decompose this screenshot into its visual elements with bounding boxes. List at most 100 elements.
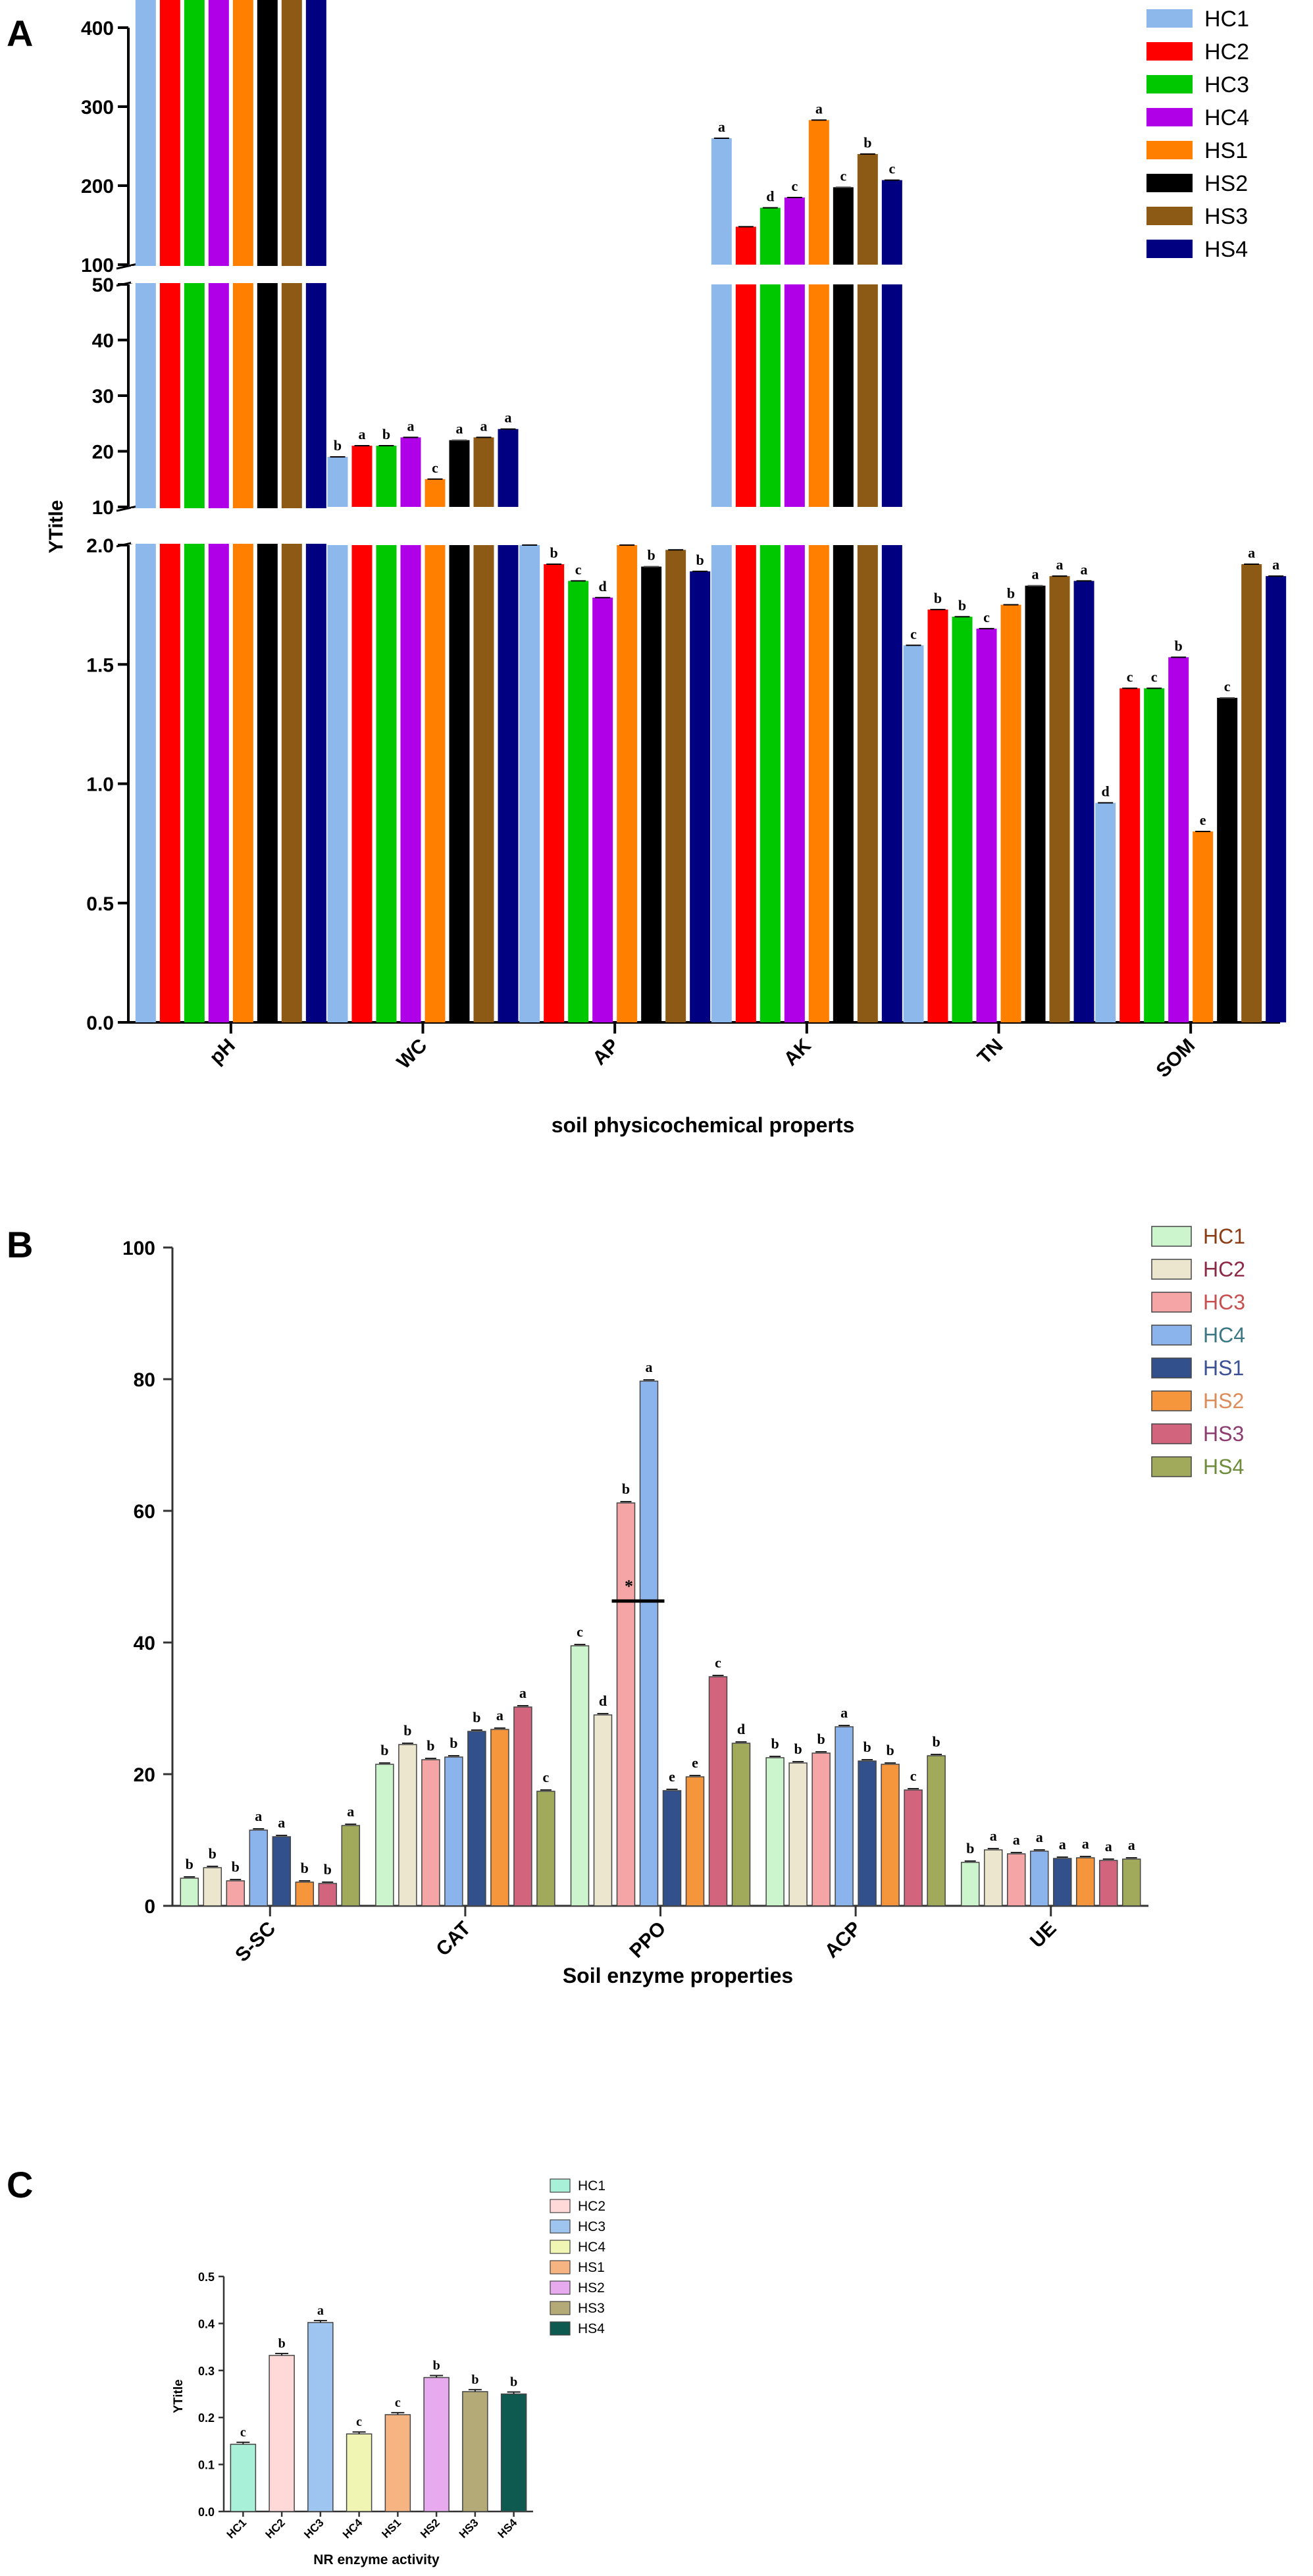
significance-letter: b xyxy=(232,1858,240,1875)
bar-hc1-acp xyxy=(765,1757,785,1906)
legend-label: HC3 xyxy=(1203,1290,1245,1314)
significance-letter: b xyxy=(934,590,942,606)
legend-item-hc3: HC3 xyxy=(1151,1290,1245,1314)
legend-label: HC1 xyxy=(1203,1224,1245,1248)
x-tick-label-hc3: HC3 xyxy=(301,2516,326,2540)
significance-letter: d xyxy=(599,1693,607,1709)
bar-segment xyxy=(759,207,781,265)
panel-letter-b: B xyxy=(7,1224,33,1265)
significance-letter: b xyxy=(324,1861,332,1878)
bar-segment xyxy=(425,479,446,507)
significance-letter: b xyxy=(622,1481,630,1497)
significance-letter: a xyxy=(347,1803,354,1820)
bar-segment xyxy=(808,120,829,265)
y-tick-label: 100 xyxy=(81,255,114,276)
y-tick-label: 0.3 xyxy=(198,2365,215,2378)
bar-hc4-som xyxy=(1168,656,1189,1022)
bar-segment xyxy=(881,284,902,507)
legend-label: HC2 xyxy=(578,2199,605,2214)
bar-hs3 xyxy=(462,2391,488,2512)
bar-hc2 xyxy=(269,2355,295,2512)
bar-hc4-ak xyxy=(784,197,805,1022)
bar-hc4 xyxy=(346,2433,373,2512)
significance-letter: a xyxy=(1081,561,1088,577)
bar-hs1-cat xyxy=(467,1731,486,1906)
legend-label: HC1 xyxy=(578,2178,605,2194)
x-tick-label-ppo: PPO xyxy=(625,1918,670,1962)
axis-break-gap xyxy=(131,508,1283,544)
significance-letter: b xyxy=(794,1741,802,1757)
significance-letter: b xyxy=(958,597,966,614)
bar-segment xyxy=(400,437,421,507)
bar-hc2-ppo xyxy=(593,1714,613,1906)
significance-letter: b xyxy=(550,544,558,561)
significance-letter: e xyxy=(692,1754,698,1771)
significance-letter: b xyxy=(510,2375,517,2390)
bar-segment xyxy=(711,545,732,1022)
bar-hs2-acp xyxy=(881,1764,900,1906)
x-tick-label-hs2: HS2 xyxy=(418,2516,442,2540)
legend-swatch xyxy=(550,2280,571,2295)
bar-hc1-wc xyxy=(327,456,348,1022)
bar-hc4-ue xyxy=(1029,1851,1049,1906)
bar-segment xyxy=(857,545,878,1022)
bar-hs4-ppo xyxy=(731,1743,751,1906)
significance-letter: e xyxy=(669,1768,675,1785)
legend-item-hs1: HS1 xyxy=(1151,1356,1244,1380)
legend-swatch xyxy=(1151,1456,1192,1477)
bar-hs4-som xyxy=(1266,575,1287,1022)
x-tick-label-ak: AK xyxy=(780,1034,815,1070)
bar-segment xyxy=(1049,576,1070,1022)
x-axis-title: NR enzyme activity xyxy=(313,2552,440,2567)
legend-swatch xyxy=(1151,1390,1192,1411)
bar-segment xyxy=(1217,698,1238,1022)
significance-letter: a xyxy=(359,426,366,442)
legend-swatch xyxy=(1146,75,1193,93)
legend-item-hc1: HC1 xyxy=(550,2178,605,2194)
bar-segment xyxy=(473,545,494,1022)
significance-letter: b xyxy=(863,134,871,151)
bar-hs1-tn xyxy=(1000,604,1021,1022)
bar-hc2-ue xyxy=(983,1849,1003,1906)
significance-letter: c xyxy=(1151,669,1158,685)
bar-segment xyxy=(376,545,397,1022)
bar-hc3-acp xyxy=(811,1752,831,1906)
y-tick-label: 100 xyxy=(122,1238,155,1259)
legend-item-hc4: HC4 xyxy=(1151,1323,1245,1347)
x-tick-label-ph: pH xyxy=(205,1035,240,1069)
legend-swatch xyxy=(1146,207,1193,225)
significance-letter: b xyxy=(473,1709,480,1725)
bar-segment xyxy=(376,446,397,507)
significance-letter: b xyxy=(771,1735,779,1752)
bar-hs3-ppo xyxy=(708,1676,728,1906)
legend-item-hs4: HS4 xyxy=(550,2321,605,2336)
legend-item-hc2: HC2 xyxy=(550,2199,605,2214)
significance-letter: a xyxy=(1056,556,1064,573)
significance-letter: c xyxy=(1127,669,1133,685)
y-tick-label: 20 xyxy=(92,442,114,463)
y-tick-label: 0.5 xyxy=(198,2271,215,2284)
bar-hc3-wc xyxy=(376,445,397,1022)
bar-segment xyxy=(735,284,756,507)
bar-segment xyxy=(881,545,902,1022)
significance-letter: a xyxy=(1082,1835,1089,1852)
significance-star: * xyxy=(625,1577,633,1596)
legend-item-hs1: HS1 xyxy=(1146,138,1248,163)
legend-item-hs2: HS2 xyxy=(1146,171,1248,196)
bar-hs3-acp xyxy=(904,1789,923,1906)
bar-hs1-ak xyxy=(808,119,829,1022)
y-tick-label: 0.4 xyxy=(198,2317,215,2330)
legend-swatch xyxy=(1146,174,1193,192)
legend-label: HC4 xyxy=(578,2240,605,2255)
bar-segment xyxy=(711,284,732,507)
bar-hc2-tn xyxy=(927,608,948,1022)
bar-segment xyxy=(1266,576,1287,1022)
x-tick-label-hc2: HC2 xyxy=(263,2516,287,2540)
bar-segment xyxy=(1144,688,1165,1022)
significance-letter: b xyxy=(301,1860,309,1876)
bar-hs3-tn xyxy=(1049,575,1070,1022)
legend-item-hc4: HC4 xyxy=(1146,105,1249,130)
bar-hs4 xyxy=(500,2393,527,2512)
bar-segment xyxy=(568,581,589,1022)
significance-letter: a xyxy=(718,118,725,135)
